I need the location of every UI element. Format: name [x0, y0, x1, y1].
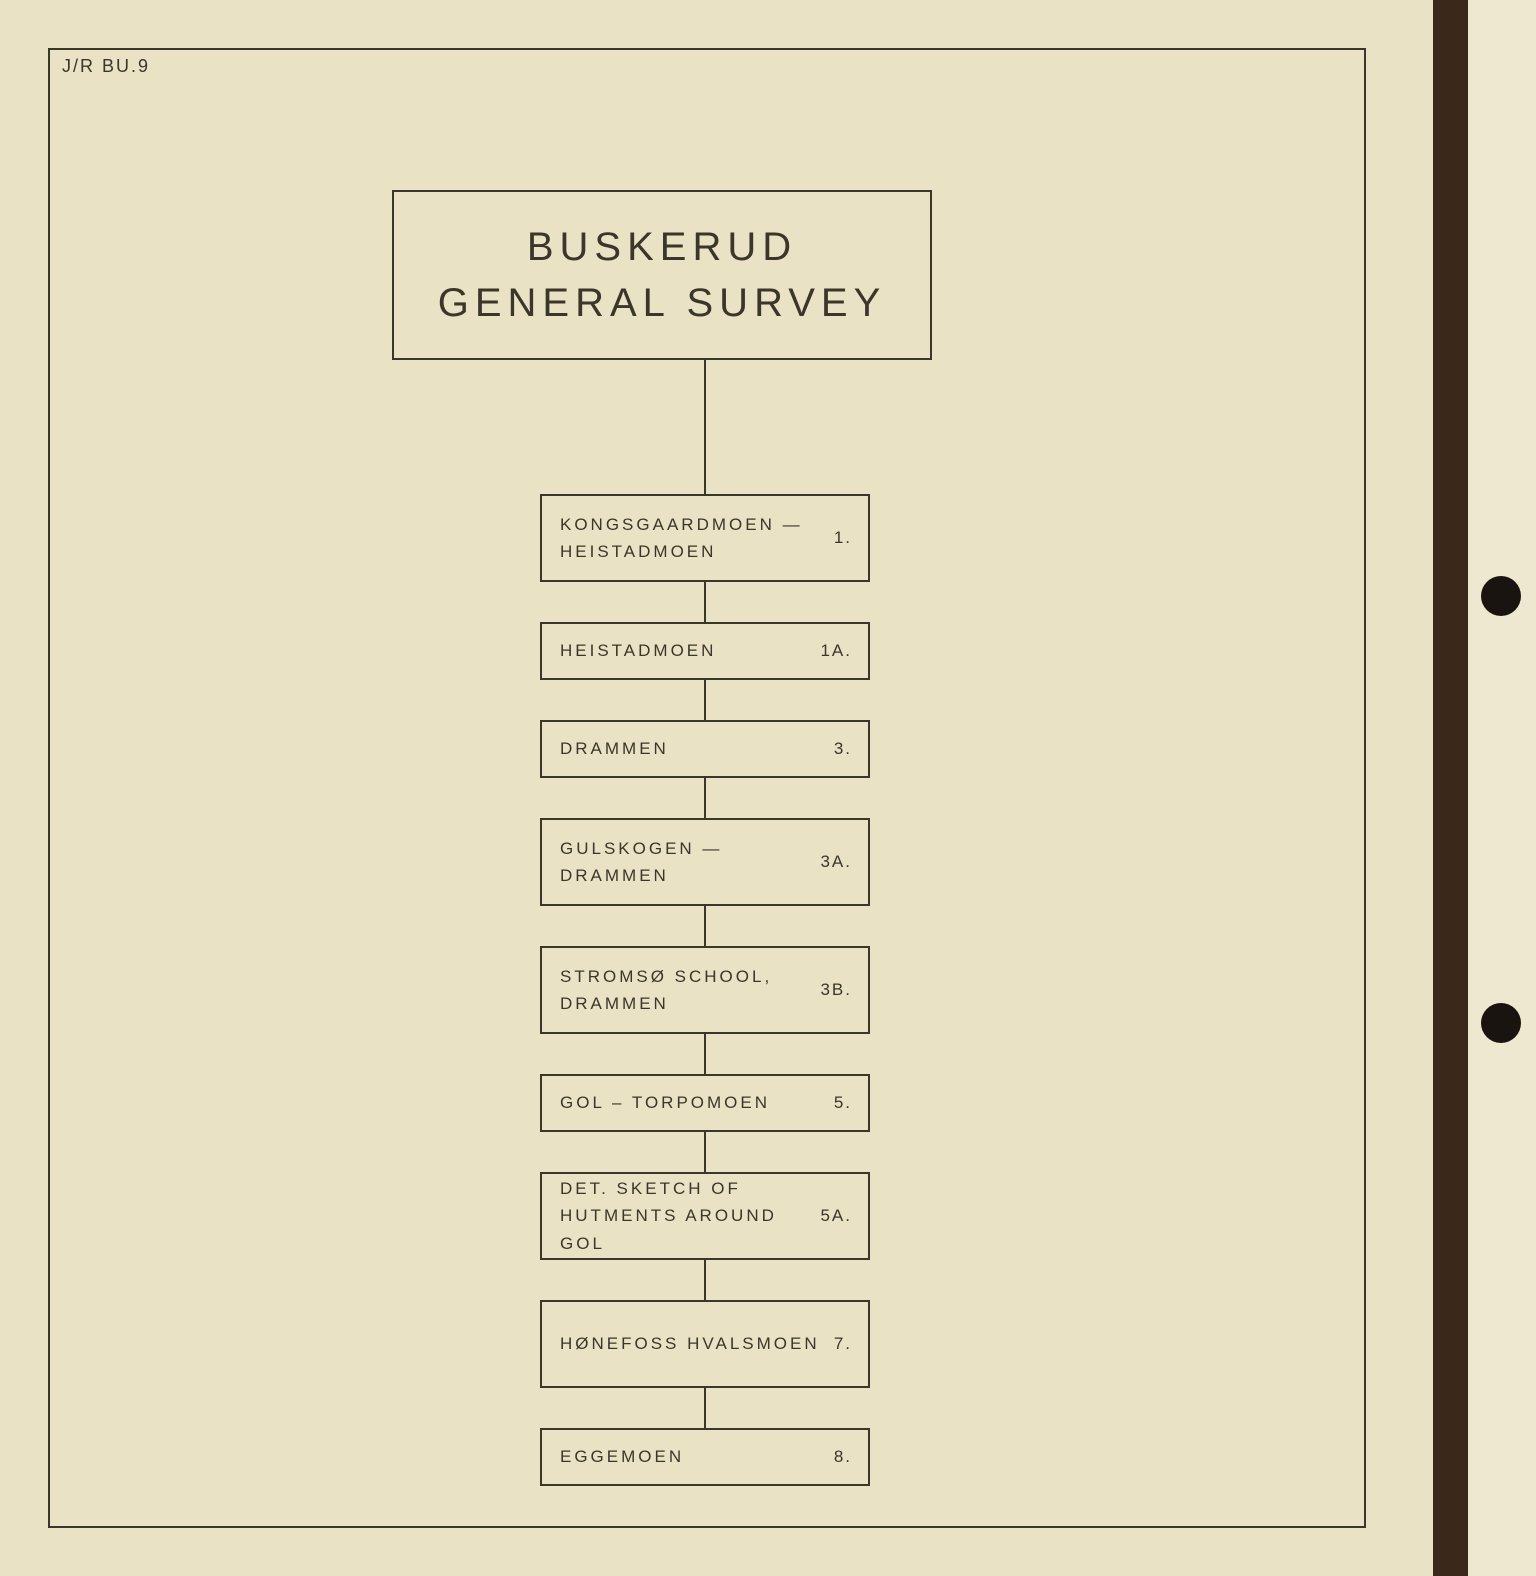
- title-box: BUSKERUD GENERAL SURVEY: [392, 190, 932, 360]
- chart-node: KONGSGAARDMOEN — HEISTADMOEN1.: [540, 494, 870, 582]
- connector: [704, 778, 706, 818]
- chart-node-label: GOL – TORPOMOEN: [560, 1089, 834, 1116]
- chart-node-number: 5A.: [820, 1206, 852, 1226]
- connector: [704, 1034, 706, 1074]
- title-line-1: BUSKERUD: [527, 219, 797, 275]
- chart-node-label: HEISTADMOEN: [560, 637, 820, 664]
- chart-node: GOL – TORPOMOEN5.: [540, 1074, 870, 1132]
- chart-node: HEISTADMOEN1A.: [540, 622, 870, 680]
- punch-hole: [1481, 576, 1521, 616]
- chart-node-label: EGGEMOEN: [560, 1443, 834, 1470]
- chart-node-label: DRAMMEN: [560, 735, 834, 762]
- chart-node-number: 3A.: [820, 852, 852, 872]
- connector: [704, 906, 706, 946]
- binding-spine: [1433, 0, 1468, 1576]
- connector: [704, 360, 706, 494]
- connector: [704, 1132, 706, 1172]
- connector: [704, 680, 706, 720]
- connector: [704, 582, 706, 622]
- chart-node: DRAMMEN3.: [540, 720, 870, 778]
- chart-node-number: 7.: [834, 1334, 852, 1354]
- chart-node-number: 8.: [834, 1447, 852, 1467]
- chart-node: GULSKOGEN — DRAMMEN3A.: [540, 818, 870, 906]
- right-margin-strip: [1468, 0, 1536, 1576]
- chart-node-label: HØNEFOSS HVALSMOEN: [560, 1330, 834, 1357]
- chart-node-number: 5.: [834, 1093, 852, 1113]
- chart-node-label: KONGSGAARDMOEN — HEISTADMOEN: [560, 511, 834, 565]
- chart-node-number: 3B.: [820, 980, 852, 1000]
- chart-node: STROMSØ SCHOOL, DRAMMEN3B.: [540, 946, 870, 1034]
- chart-node-label: GULSKOGEN — DRAMMEN: [560, 835, 820, 889]
- title-line-2: GENERAL SURVEY: [438, 275, 887, 331]
- chart-node-number: 1A.: [820, 641, 852, 661]
- connector: [704, 1388, 706, 1428]
- page-root: J/R BU.9 BUSKERUD GENERAL SURVEY KONGSGA…: [0, 0, 1536, 1576]
- chart-node-number: 3.: [834, 739, 852, 759]
- chart-node-label: DET. SKETCH OF HUTMENTS AROUND GOL: [560, 1175, 820, 1257]
- chart-node-number: 1.: [834, 528, 852, 548]
- chart-node: DET. SKETCH OF HUTMENTS AROUND GOL5A.: [540, 1172, 870, 1260]
- document-code: J/R BU.9: [62, 56, 150, 77]
- punch-hole: [1481, 1003, 1521, 1043]
- chart-node-label: STROMSØ SCHOOL, DRAMMEN: [560, 963, 820, 1017]
- connector: [704, 1260, 706, 1300]
- chart-node: EGGEMOEN8.: [540, 1428, 870, 1486]
- chart-node: HØNEFOSS HVALSMOEN7.: [540, 1300, 870, 1388]
